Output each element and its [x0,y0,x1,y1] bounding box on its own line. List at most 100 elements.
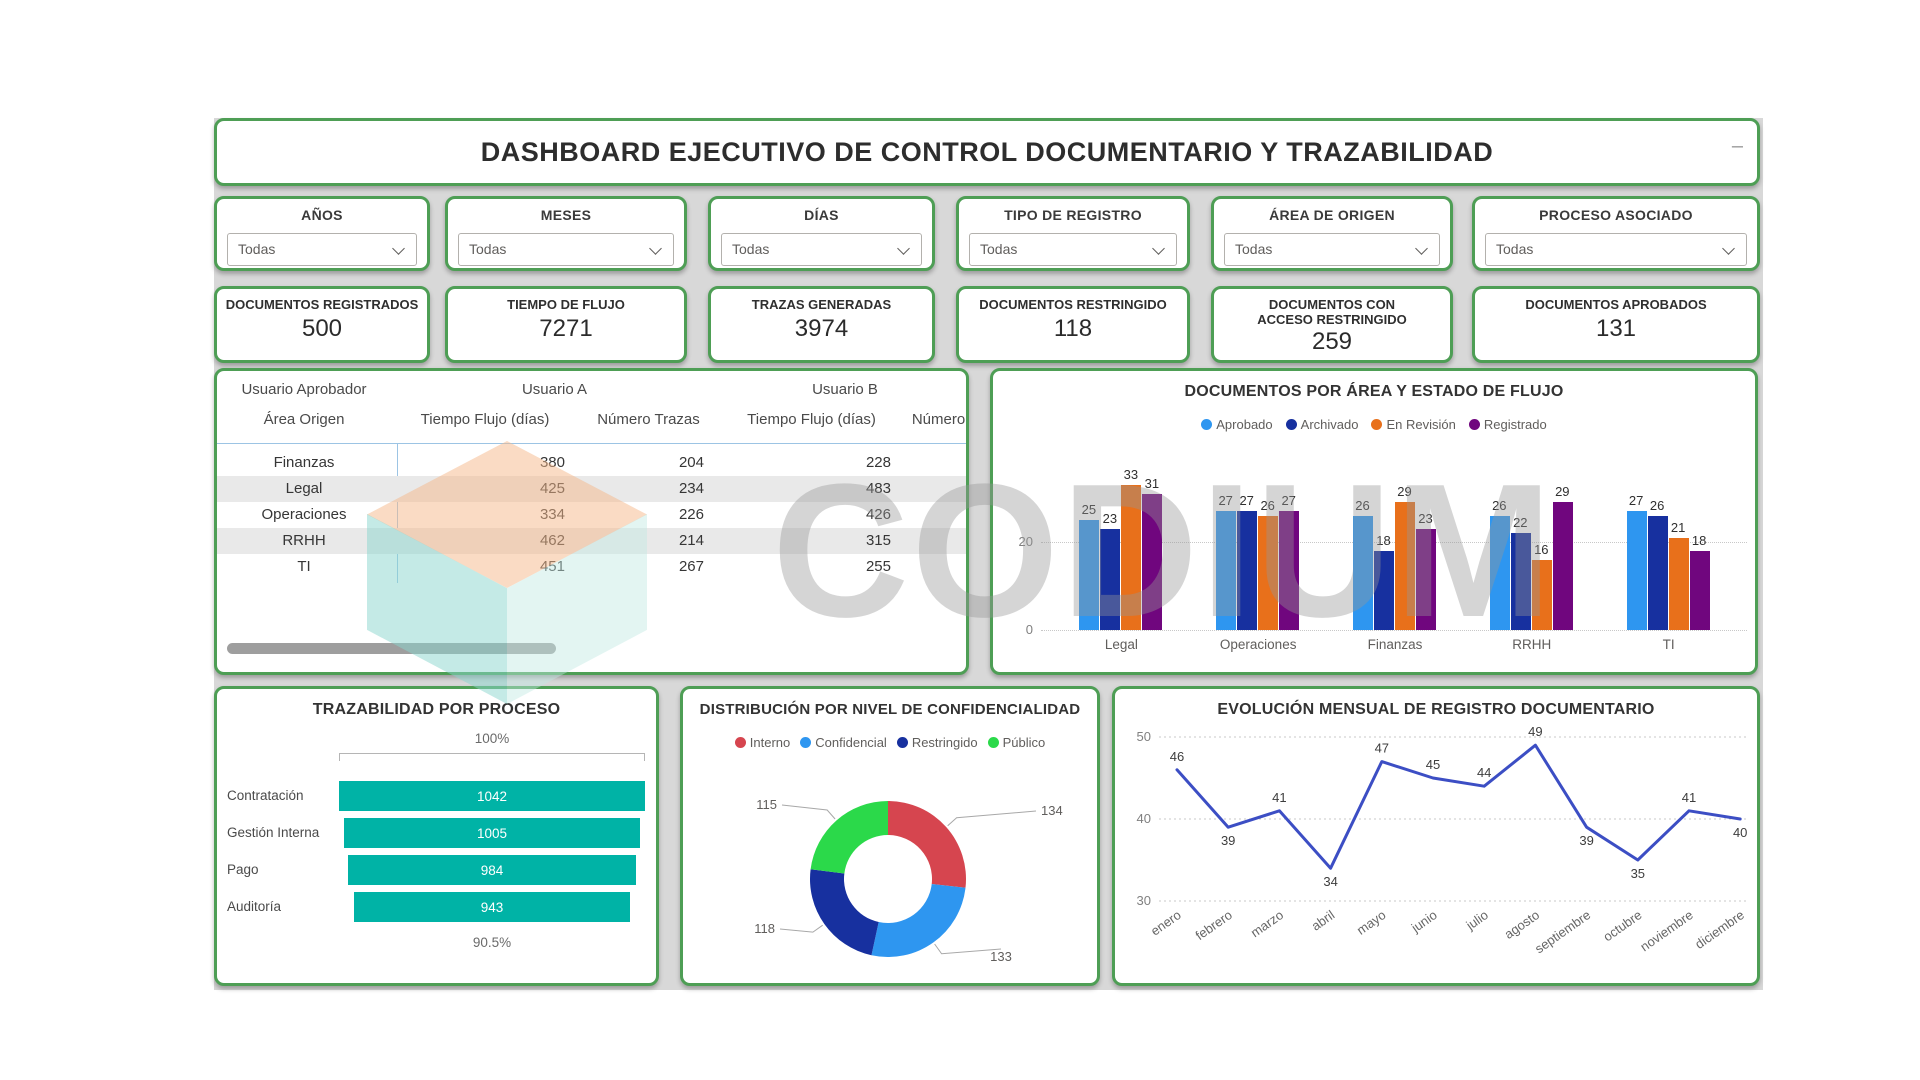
table-row[interactable]: TI 451 267 255 [217,554,966,580]
funnel-chart-panel: TRAZABILIDAD POR PROCESO 100% Contrataci… [214,686,659,986]
bar-value-label: 31 [1144,475,1160,491]
donut-slice-confidencial[interactable] [871,883,966,957]
funnel-rows: Contratación 1042 Gestión Interna 1005 Pago 9… [217,689,656,983]
kpi-documentos-acceso-restringido: DOCUMENTOS CON ACCESO RESTRINGIDO 259 [1211,286,1453,363]
line-series[interactable] [1175,743,1742,870]
donut-callout-line [934,943,1002,955]
bar-rrhh-archivado[interactable] [1510,533,1531,630]
bar-operaciones-archivado[interactable] [1237,511,1258,630]
slicer-meses-dropdown[interactable]: Todas [458,233,674,266]
bar-finanzas-aprobado[interactable] [1353,515,1373,630]
slicer-anos-dropdown[interactable]: Todas [227,233,417,266]
x-axis-month-label: diciembre [1692,907,1747,952]
matrix-header-tiempo-a: Tiempo Flujo (días) [420,411,550,428]
slicer-meses: MESES Todas [445,196,687,271]
bar-rrhh-registrado[interactable] [1552,502,1573,630]
line-value-label: 40 [1733,825,1747,840]
bar-value-label: 29 [1397,484,1412,500]
table-row[interactable]: Operaciones 334 226 426 [217,502,966,528]
matrix-col-group-usuario-a: Usuario A [521,381,588,398]
legend-label: Archivado [1300,417,1359,432]
legend-item-restringido[interactable]: Restringido [896,735,978,750]
bar-ti-registrado[interactable] [1689,550,1710,630]
bar-ti-en-revision[interactable] [1668,537,1689,630]
slicer-tipo-registro-dropdown[interactable]: Todas [969,233,1177,266]
bar-operaciones-registrado[interactable] [1279,511,1300,630]
x-axis-category: RRHH [1512,637,1552,652]
slicer-proceso-asociado-dropdown[interactable]: Todas [1485,233,1747,266]
matrix-value-cell: 214 [678,532,704,549]
y-axis-tick: 40 [1137,811,1151,826]
legend-item-interno[interactable]: Interno [734,735,790,750]
bar-operaciones-en-revision[interactable] [1258,515,1279,630]
matrix-area-cell: Legal [285,480,323,497]
bar-value-label: 26 [1260,497,1275,513]
x-axis-month-label: septiembre [1532,907,1593,956]
bar-ti-aprobado[interactable] [1626,511,1647,630]
funnel-bar-gestion-interna[interactable]: 1005 [344,818,640,848]
bar-legal-aprobado[interactable] [1079,520,1100,630]
bar-finanzas-registrado[interactable] [1416,528,1436,630]
line-value-label: 41 [1272,790,1286,805]
kpi-label: TIEMPO DE FLUJO [507,297,625,312]
legend-item-publico[interactable]: Público [987,735,1045,750]
legend-dot-icon [734,737,746,748]
line-value-label: 44 [1477,765,1491,780]
area-bar-chart-panel: DOCUMENTOS POR ÁREA Y ESTADO DE FLUJO Ap… [990,368,1758,675]
matrix-value-cell: 334 [539,506,565,523]
bar-finanzas-en-revision[interactable] [1395,502,1415,630]
slicer-tipo-registro-label: TIPO DE REGISTRO [1004,207,1142,223]
matrix-horizontal-scrollbar[interactable] [227,643,556,654]
legend-item-archivado[interactable]: Archivado [1285,417,1359,432]
matrix-panel: Usuario Aprobador Usuario A Usuario B Ár… [214,368,969,675]
slicer-dias-dropdown[interactable]: Todas [721,233,922,266]
legend-item-aprobado[interactable]: Aprobado [1201,417,1273,432]
kpi-label: DOCUMENTOS RESTRINGIDO [979,297,1167,312]
funnel-bar-auditoria[interactable]: 943 [353,892,631,922]
slicer-area-origen-dropdown[interactable]: Todas [1224,233,1440,266]
bar-finanzas-archivado[interactable] [1374,550,1394,630]
donut-slice-publico[interactable] [810,801,888,874]
bar-ti-archivado[interactable] [1647,515,1668,630]
donut-callout-line [779,924,823,933]
matrix-value-cell: 425 [539,480,565,497]
legend-item-registrado[interactable]: Registrado [1468,417,1547,432]
bar-rrhh-en-revision[interactable] [1531,559,1552,630]
bar-value-label: 26 [1649,497,1665,513]
bar-gridline [1041,542,1747,543]
slicer-dias: DÍAS Todas [708,196,935,271]
matrix-value-cell: 462 [539,532,565,549]
legend-item-confidencial[interactable]: Confidencial [800,735,887,750]
legend-item-en-revision[interactable]: En Revisión [1371,417,1456,432]
bar-operaciones-aprobado[interactable] [1216,511,1237,630]
collapse-visual-icon[interactable]: – [1731,135,1743,157]
bar-rrhh-aprobado[interactable] [1489,515,1510,630]
bar-value-label: 26 [1355,497,1370,513]
donut-slice-interno[interactable] [888,801,966,888]
funnel-axis [339,753,645,761]
bar-legal-archivado[interactable] [1100,528,1121,630]
bar-legal-en-revision[interactable] [1121,484,1142,630]
table-row[interactable]: Finanzas 380 204 228 [217,450,966,476]
donut-slice-restringido[interactable] [810,869,879,956]
table-row[interactable]: Legal 425 234 483 [217,476,966,502]
legend-dot-icon [1371,419,1383,430]
bar-legal-registrado[interactable] [1142,493,1163,630]
x-axis-month-label: agosto [1502,907,1543,942]
line-value-label: 41 [1682,790,1696,805]
table-row[interactable]: RRHH 462 214 315 [217,528,966,554]
legend-dot-icon [1201,419,1213,430]
donut-chart: 134 133 118 115 [754,797,1062,964]
x-axis-month-label: mayo [1354,907,1389,938]
donut-value-label: 118 [754,921,775,936]
line-value-label: 46 [1170,749,1184,764]
funnel-bar-contratacion[interactable]: 1042 [339,781,645,811]
matrix-value-cell: 426 [865,506,891,523]
donut-callout-line [947,810,1037,827]
kpi-label: DOCUMENTOS CON ACCESO RESTRINGIDO [1257,297,1407,327]
funnel-bar-pago[interactable]: 984 [347,855,637,885]
matrix-value-cell: 228 [865,454,891,471]
donut-value-label: 115 [756,797,777,812]
matrix-value-cell: 267 [678,558,704,575]
kpi-documentos-registrados: DOCUMENTOS REGISTRADOS 500 [214,286,430,363]
